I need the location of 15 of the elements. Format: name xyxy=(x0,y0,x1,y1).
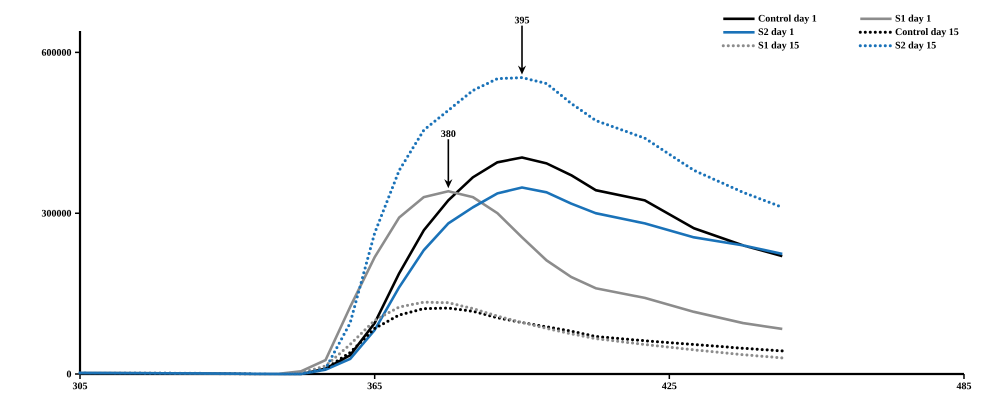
legend-label: S2 day 15 xyxy=(896,41,936,51)
legend-label: S2 day 1 xyxy=(758,28,794,38)
annotation: 395 xyxy=(514,16,530,24)
legend-label: S1 day 1 xyxy=(896,14,931,24)
y-tick-label: 300000 xyxy=(42,210,72,217)
x-tick-label: 425 xyxy=(662,382,676,390)
legend-label: Control day 1 xyxy=(758,14,816,24)
y-tick-label: 600000 xyxy=(42,49,72,56)
x-tick-label: 365 xyxy=(368,382,382,390)
x-tick-label: 305 xyxy=(72,382,88,390)
legend-label: Control day 15 xyxy=(896,28,958,38)
x-tick-label: 485 xyxy=(956,382,972,390)
y-tick-label: 0 xyxy=(66,370,72,378)
annotation: 380 xyxy=(441,130,456,138)
legend-label: S1 day 15 xyxy=(758,41,799,51)
